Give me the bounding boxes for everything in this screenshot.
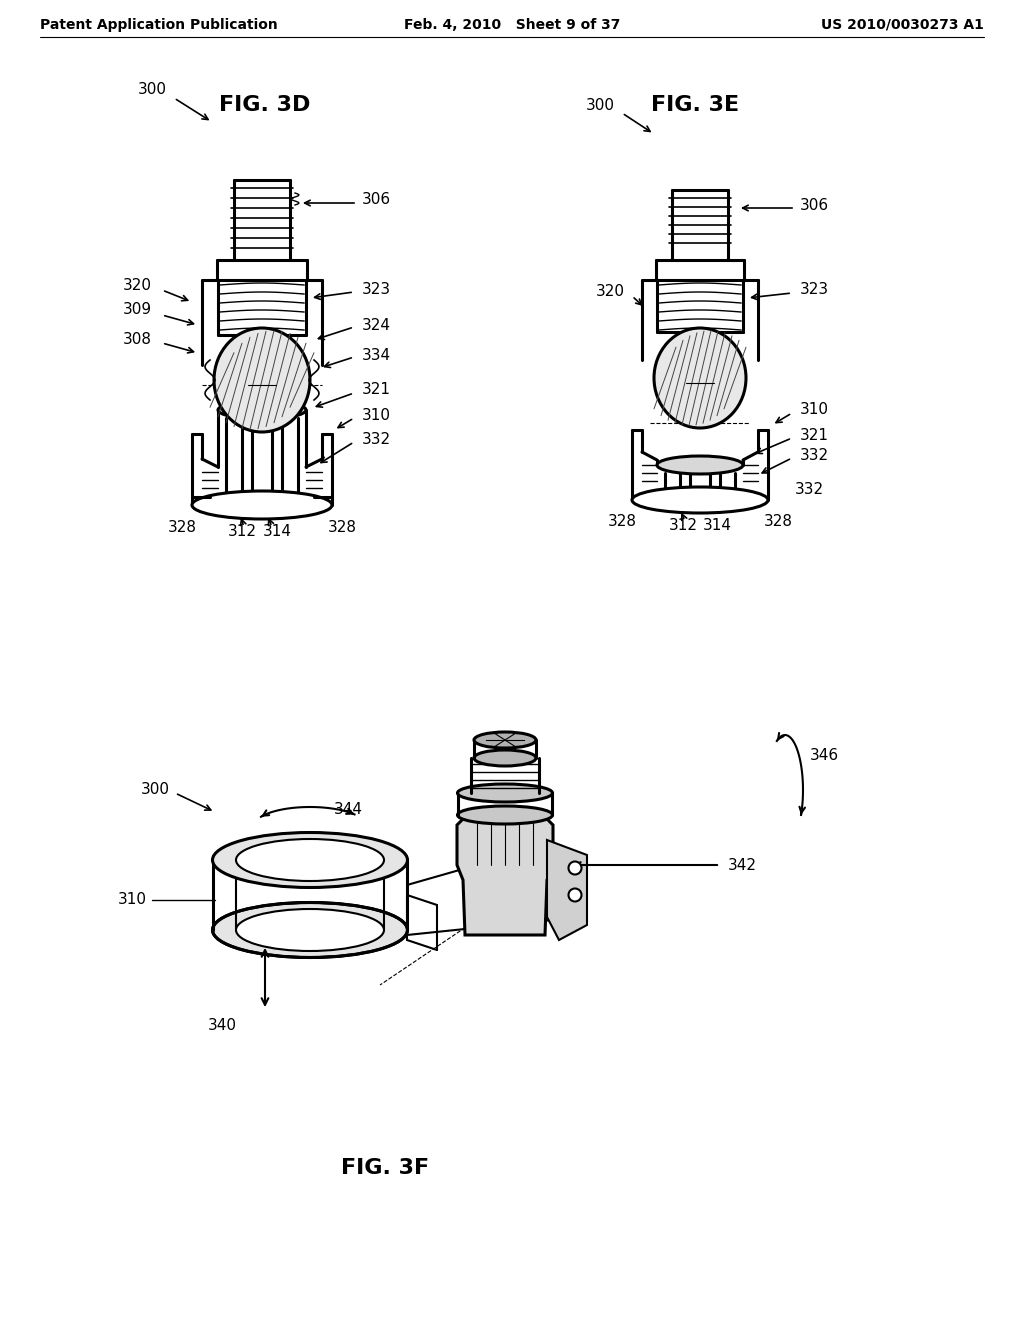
Text: 314: 314 [702,519,731,533]
Ellipse shape [474,750,536,766]
Text: 306: 306 [362,193,391,207]
Text: 308: 308 [123,333,152,347]
Text: 323: 323 [800,282,829,297]
Text: 342: 342 [728,858,757,873]
Text: FIG. 3D: FIG. 3D [219,95,310,115]
Text: 328: 328 [764,515,793,529]
Text: 346: 346 [810,747,839,763]
Ellipse shape [214,327,310,432]
Text: 310: 310 [362,408,391,422]
Ellipse shape [193,491,332,519]
Text: 338: 338 [250,368,273,381]
Text: 320: 320 [596,285,625,300]
Ellipse shape [568,888,582,902]
Text: 344: 344 [334,803,362,817]
Ellipse shape [654,327,746,428]
Text: 300: 300 [586,98,615,112]
Text: FIG. 3E: FIG. 3E [651,95,739,115]
Text: 309: 309 [123,302,152,318]
Text: 310: 310 [800,403,829,417]
Text: 334: 334 [362,347,391,363]
Text: 328: 328 [168,520,197,536]
Text: Patent Application Publication: Patent Application Publication [40,18,278,32]
Polygon shape [547,840,587,940]
Ellipse shape [568,862,582,874]
Ellipse shape [657,455,743,474]
Text: 312: 312 [227,524,256,540]
Ellipse shape [632,487,768,513]
Text: 332: 332 [795,483,824,498]
Text: US 2010/0030273 A1: US 2010/0030273 A1 [821,18,984,32]
Ellipse shape [458,807,553,824]
Text: 300: 300 [138,82,167,98]
Ellipse shape [213,833,408,887]
Ellipse shape [236,909,384,950]
Text: 332: 332 [800,447,829,462]
Text: Feb. 4, 2010   Sheet 9 of 37: Feb. 4, 2010 Sheet 9 of 37 [403,18,621,32]
Text: 323: 323 [362,282,391,297]
Text: 320: 320 [123,277,152,293]
Text: 332: 332 [362,433,391,447]
Text: 338: 338 [688,367,712,380]
Text: 310: 310 [118,892,147,908]
Text: 328: 328 [328,520,356,536]
Ellipse shape [458,784,553,803]
Text: 324: 324 [362,318,391,333]
Text: 340: 340 [208,1018,237,1032]
Text: 328: 328 [607,515,637,529]
Ellipse shape [474,733,536,748]
Ellipse shape [213,903,408,957]
Text: FIG. 3F: FIG. 3F [341,1158,429,1177]
Polygon shape [457,814,553,935]
Text: 312: 312 [669,519,697,533]
Text: 300: 300 [141,783,170,797]
Text: 321: 321 [800,428,829,442]
Ellipse shape [236,840,384,880]
Text: 314: 314 [262,524,292,540]
Text: 306: 306 [800,198,829,213]
Text: 321: 321 [362,383,391,397]
Ellipse shape [218,401,306,418]
